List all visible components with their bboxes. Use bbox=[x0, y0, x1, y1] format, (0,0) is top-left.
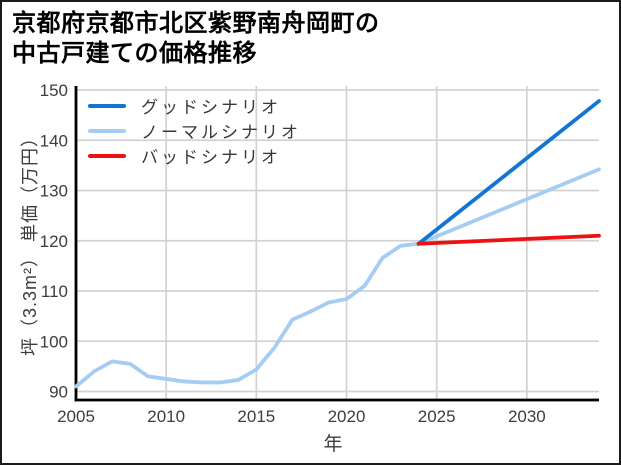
good-scenario-line bbox=[416, 99, 601, 246]
good-scenario-line-swatch bbox=[88, 103, 126, 108]
normal-scenario-line bbox=[74, 167, 601, 389]
bad-scenario-line-swatch bbox=[88, 153, 126, 158]
x-tick-label: 2010 bbox=[147, 407, 185, 426]
normal-scenario-line-swatch bbox=[88, 128, 126, 133]
x-tick-label: 2015 bbox=[237, 407, 275, 426]
y-tick-label: 140 bbox=[40, 131, 68, 150]
y-tick-label: 130 bbox=[40, 182, 68, 201]
y-tick-label: 90 bbox=[49, 383, 68, 402]
bad-scenario-line bbox=[416, 233, 601, 246]
x-tick-label: 2030 bbox=[508, 407, 546, 426]
legend-item-good: グッドシナリオ bbox=[88, 93, 301, 118]
legend: グッドシナリオ ノーマルシナリオ バッドシナリオ bbox=[88, 93, 301, 168]
x-axis-label: 年 bbox=[323, 434, 343, 455]
y-tick-label: 100 bbox=[40, 332, 68, 351]
y-tick-label: 120 bbox=[40, 232, 68, 251]
y-tick-label: 110 bbox=[41, 282, 68, 301]
x-tick-label: 2005 bbox=[57, 407, 95, 426]
legend-label-normal: ノーマルシナリオ bbox=[141, 123, 301, 142]
x-tick-label: 2025 bbox=[418, 407, 456, 426]
chart-title-line1: 京都府京都市北区紫野南舟岡町の bbox=[12, 10, 380, 37]
y-axis-label: 坪（3.3m²） 単価（万円） bbox=[20, 127, 40, 357]
y-tick-label: 150 bbox=[40, 81, 68, 100]
x-tick-label: 2020 bbox=[328, 407, 366, 426]
legend-label-good: グッドシナリオ bbox=[141, 98, 281, 117]
chart-title: 京都府京都市北区紫野南舟岡町の 中古戸建ての価格推移 bbox=[12, 9, 380, 69]
legend-label-bad: バッドシナリオ bbox=[141, 148, 281, 167]
chart-title-line2: 中古戸建ての価格推移 bbox=[12, 40, 257, 67]
legend-item-bad: バッドシナリオ bbox=[88, 143, 301, 168]
legend-item-normal: ノーマルシナリオ bbox=[88, 118, 301, 143]
